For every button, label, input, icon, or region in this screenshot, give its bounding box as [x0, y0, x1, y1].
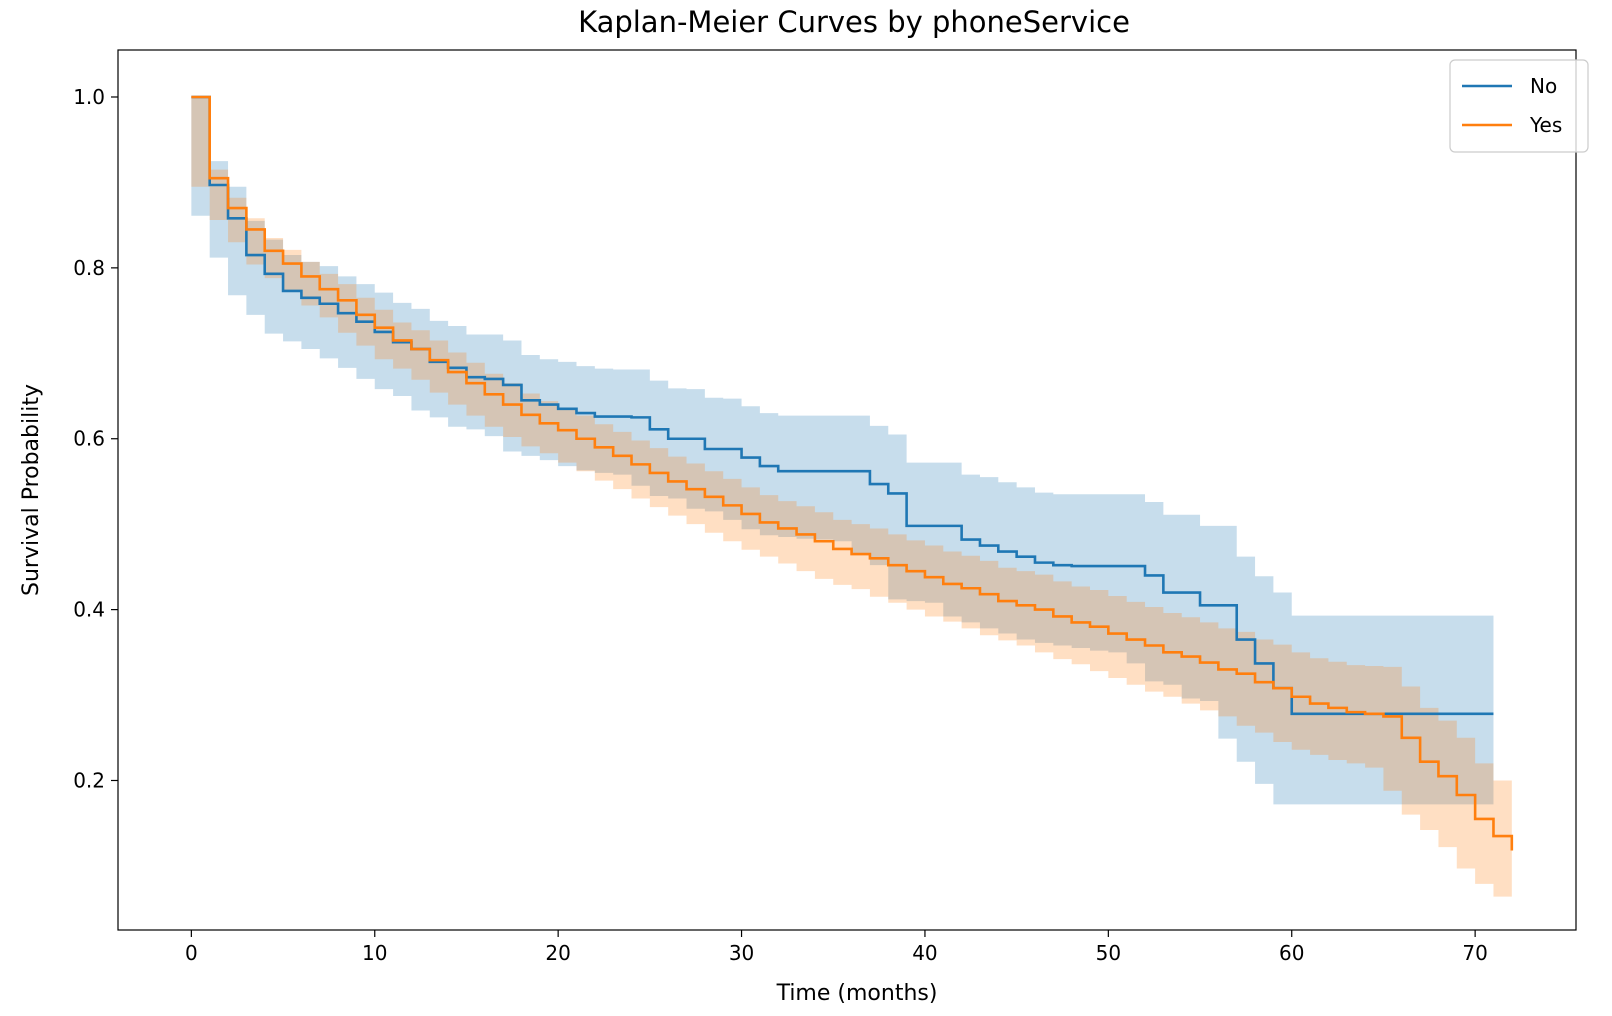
y-axis-label: Survival Probability [19, 384, 44, 596]
legend-label-no: No [1530, 74, 1557, 98]
y-tick-label: 0.4 [73, 598, 105, 622]
confidence-band-yes [191, 96, 1512, 897]
x-axis: 0 10 20 30 40 50 60 70 [185, 930, 1488, 965]
y-tick-label: 0.2 [73, 768, 105, 792]
x-tick-label: 40 [912, 941, 937, 965]
y-tick-label: 0.8 [73, 256, 105, 280]
x-tick-label: 0 [185, 941, 198, 965]
y-tick-label: 0.6 [73, 427, 105, 451]
x-tick-label: 60 [1279, 941, 1304, 965]
plot-area [191, 95, 1514, 897]
survival-curve-yes [191, 95, 1514, 851]
x-tick-label: 10 [362, 941, 387, 965]
x-tick-label: 30 [729, 941, 754, 965]
x-tick-label: 20 [545, 941, 570, 965]
legend-label-yes: Yes [1529, 113, 1562, 137]
x-tick-label: 70 [1462, 941, 1487, 965]
x-axis-label: Time (months) [776, 981, 938, 1006]
x-tick-label: 50 [1096, 941, 1121, 965]
legend-box [1449, 59, 1589, 153]
confidence-band-no [191, 96, 1494, 805]
y-axis: 0.2 0.4 0.6 0.8 1.0 [73, 85, 118, 792]
plot-frame [117, 49, 1577, 931]
legend: No Yes [1449, 59, 1589, 153]
chart-title: Kaplan-Meier Curves by phoneService [578, 5, 1130, 39]
y-tick-label: 1.0 [73, 85, 105, 109]
